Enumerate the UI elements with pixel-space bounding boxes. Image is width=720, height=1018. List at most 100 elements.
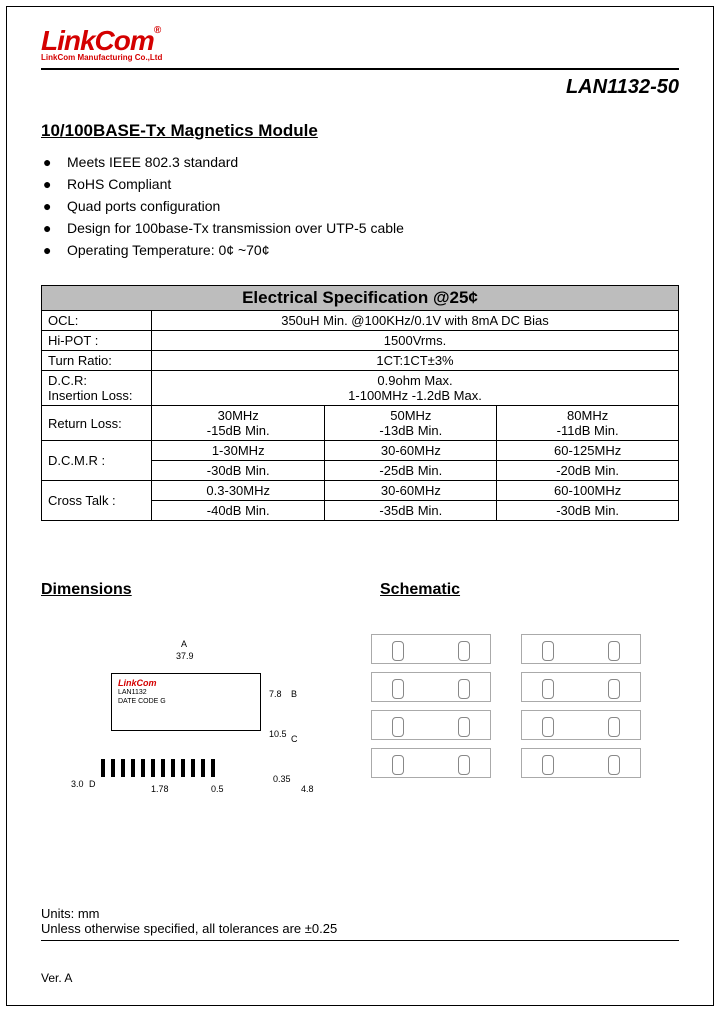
- pin-icon: [101, 759, 105, 777]
- dcmr-c1-val: -30dB Min.: [152, 461, 325, 481]
- dim-pinh: 0.35: [273, 774, 291, 784]
- dcr-il-value: 0.9ohm Max. 1-100MHz -1.2dB Max.: [152, 371, 679, 406]
- il-label: Insertion Loss:: [48, 388, 133, 403]
- chip-line2: DATE CODE G: [118, 698, 166, 705]
- transformer-icon: [371, 634, 491, 664]
- pin-icon: [211, 759, 215, 777]
- pin-icon: [191, 759, 195, 777]
- ct-label: Cross Talk :: [42, 481, 152, 521]
- tolerance-note: Unless otherwise specified, all toleranc…: [41, 921, 679, 936]
- dim-C-val: 10.5: [269, 729, 287, 739]
- spec-table: Electrical Specification @25¢ OCL: 350uH…: [41, 285, 679, 521]
- schematic-title: Schematic: [380, 581, 679, 599]
- dcmr-c1-freq: 1-30MHz: [152, 441, 325, 461]
- dim-A-val: 37.9: [176, 651, 194, 661]
- transformer-icon: [371, 710, 491, 740]
- dim-pinw: 0.5: [211, 784, 224, 794]
- registered-icon: ®: [154, 25, 160, 36]
- pins-row: [101, 759, 215, 777]
- dcmr-c2-freq: 30-60MHz: [325, 441, 497, 461]
- footer-rule: [41, 940, 679, 941]
- schematic-col-right: [521, 634, 641, 786]
- rl-c3-val: -11dB Min.: [557, 423, 619, 438]
- diagram-area: A 37.9 7.8 B 10.5 C 3.0 D 1.78 0.5 0.35 …: [41, 629, 679, 829]
- dim-B-val: 7.8: [269, 689, 282, 699]
- feature-item: Operating Temperature: 0¢ ~70¢: [43, 239, 679, 261]
- rl-c3-freq: 80MHz: [567, 408, 608, 423]
- dcr-label: D.C.R:: [48, 373, 87, 388]
- version-label: Ver. A: [41, 971, 72, 985]
- feature-list: Meets IEEE 802.3 standard RoHS Compliant…: [43, 151, 679, 261]
- rl-c2-val: -13dB Min.: [379, 423, 442, 438]
- logo-block: LinkCom® LinkCom Manufacturing Co.,Ltd: [41, 25, 679, 62]
- pin-icon: [121, 759, 125, 777]
- dcmr-c2-val: -25dB Min.: [325, 461, 497, 481]
- rl-col1: 30MHz-15dB Min.: [152, 406, 325, 441]
- dcr-value: 0.9ohm Max.: [377, 373, 452, 388]
- transformer-icon: [371, 672, 491, 702]
- pin-icon: [171, 759, 175, 777]
- ocl-value: 350uH Min. @100KHz/0.1V with 8mA DC Bias: [152, 311, 679, 331]
- chip-line1: LAN1132: [118, 689, 147, 696]
- spec-header: Electrical Specification @25¢: [42, 286, 679, 311]
- pin-icon: [141, 759, 145, 777]
- rl-col3: 80MHz-11dB Min.: [497, 406, 679, 441]
- ct-c1-val: -40dB Min.: [152, 501, 325, 521]
- dim-pitch: 1.78: [151, 784, 169, 794]
- schematic-diagram: [361, 629, 661, 829]
- dimensions-title: Dimensions: [41, 581, 340, 599]
- footer-notes: Units: mm Unless otherwise specified, al…: [41, 906, 679, 949]
- ct-c3-val: -30dB Min.: [497, 501, 679, 521]
- transformer-icon: [521, 634, 641, 664]
- units-note: Units: mm: [41, 906, 679, 921]
- chip-lines: LAN1132 DATE CODE G: [112, 688, 260, 706]
- pin-icon: [131, 759, 135, 777]
- module-title: 10/100BASE-Tx Magnetics Module: [41, 121, 679, 141]
- dcmr-c3-val: -20dB Min.: [497, 461, 679, 481]
- transformer-icon: [371, 748, 491, 778]
- page-frame: LinkCom® LinkCom Manufacturing Co.,Ltd L…: [6, 6, 714, 1006]
- feature-item: Quad ports configuration: [43, 195, 679, 217]
- rl-label: Return Loss:: [42, 406, 152, 441]
- ct-c2-val: -35dB Min.: [325, 501, 497, 521]
- pin-icon: [151, 759, 155, 777]
- feature-item: Design for 100base-Tx transmission over …: [43, 217, 679, 239]
- rl-c2-freq: 50MHz: [390, 408, 431, 423]
- feature-item: RoHS Compliant: [43, 173, 679, 195]
- logo-text: LinkCom: [41, 25, 154, 56]
- dcmr-label: D.C.M.R :: [42, 441, 152, 481]
- ocl-label: OCL:: [42, 311, 152, 331]
- hipot-value: 1500Vrms.: [152, 331, 679, 351]
- turn-value: 1CT:1CT±3%: [152, 351, 679, 371]
- ct-c2-freq: 30-60MHz: [325, 481, 497, 501]
- ct-c3-freq: 60-100MHz: [497, 481, 679, 501]
- chip-outline: LinkCom LAN1132 DATE CODE G: [111, 673, 261, 731]
- turn-label: Turn Ratio:: [42, 351, 152, 371]
- transformer-icon: [521, 672, 641, 702]
- rl-c1-freq: 30MHz: [218, 408, 259, 423]
- rl-c1-val: -15dB Min.: [207, 423, 270, 438]
- dcr-il-label: D.C.R: Insertion Loss:: [42, 371, 152, 406]
- dim-D-val: 3.0: [71, 779, 84, 789]
- pin-icon: [181, 759, 185, 777]
- transformer-icon: [521, 748, 641, 778]
- pin-icon: [111, 759, 115, 777]
- chip-brand: LinkCom: [112, 674, 260, 688]
- part-number: LAN1132-50: [41, 76, 679, 99]
- logo-tagline: LinkCom Manufacturing Co.,Ltd: [41, 53, 679, 62]
- schematic-col-left: [371, 634, 491, 786]
- dim-C-label: C: [291, 734, 298, 744]
- pin-icon: [161, 759, 165, 777]
- dim-gap: 4.8: [301, 784, 314, 794]
- dcmr-c3-freq: 60-125MHz: [497, 441, 679, 461]
- dim-A-label: A: [181, 639, 187, 649]
- transformer-icon: [521, 710, 641, 740]
- hipot-label: Hi-POT :: [42, 331, 152, 351]
- dimensions-diagram: A 37.9 7.8 B 10.5 C 3.0 D 1.78 0.5 0.35 …: [41, 629, 341, 829]
- subsection-titles: Dimensions Schematic: [41, 581, 679, 599]
- rl-col2: 50MHz-13dB Min.: [325, 406, 497, 441]
- dim-B-label: B: [291, 689, 297, 699]
- pin-icon: [201, 759, 205, 777]
- il-value: 1-100MHz -1.2dB Max.: [348, 388, 482, 403]
- feature-item: Meets IEEE 802.3 standard: [43, 151, 679, 173]
